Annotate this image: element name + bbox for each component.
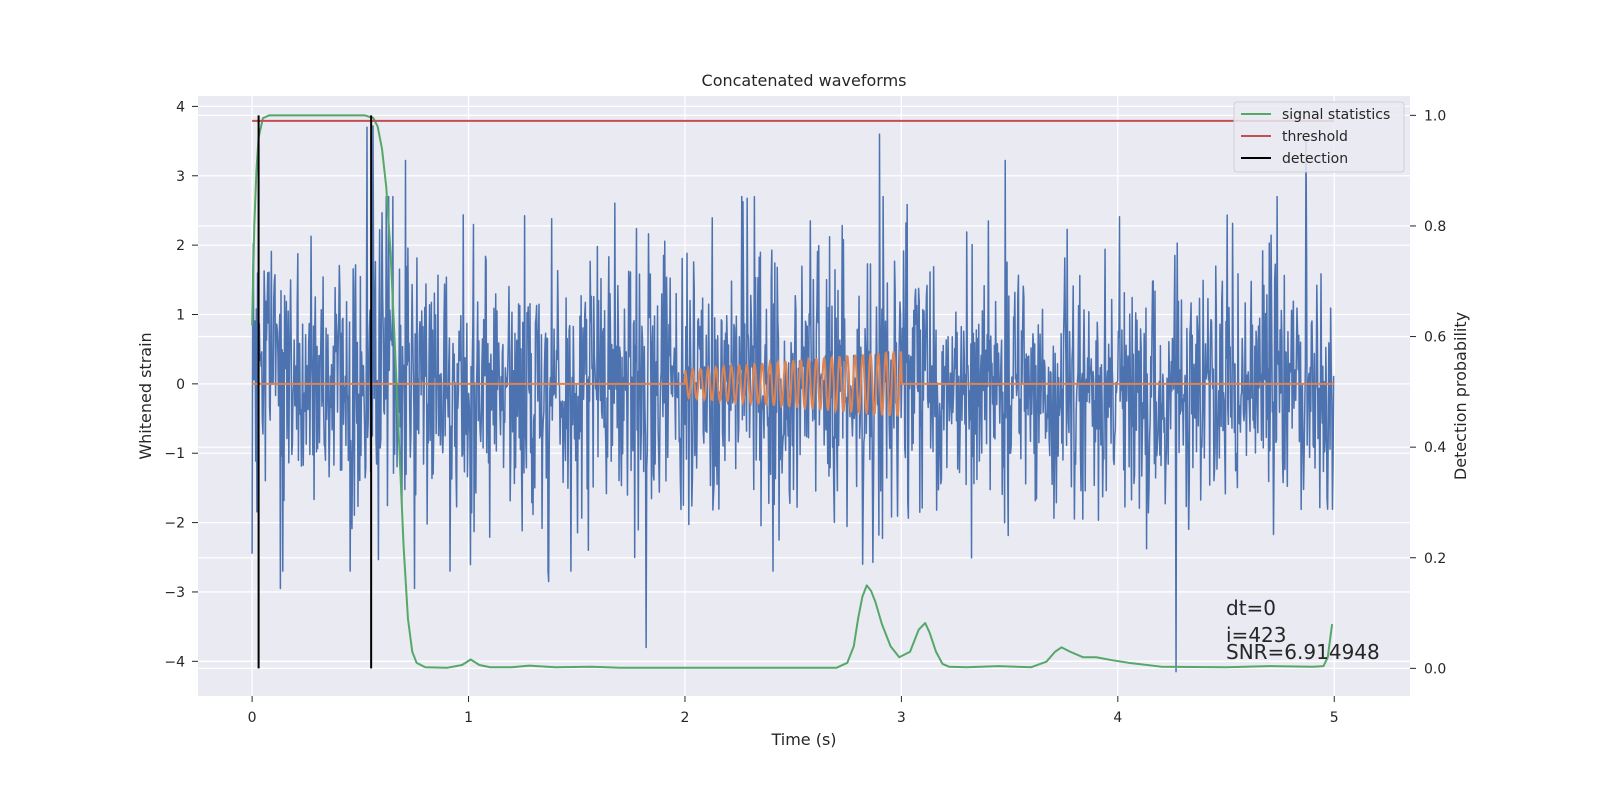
legend-label-detection: detection [1282, 151, 1348, 167]
y-axis-title: Whitened strain [136, 332, 155, 459]
y-right-tick-label-4: 0.8 [1424, 219, 1446, 235]
y-tick-label-0: −4 [164, 654, 185, 670]
template-line [252, 350, 1335, 417]
annotation-2: SNR=6.914948 [1226, 640, 1380, 664]
x-tick-label-5: 5 [1330, 710, 1339, 726]
chart-title: Concatenated waveforms [702, 71, 907, 90]
x-tick-label-1: 1 [464, 710, 473, 726]
legend-label-threshold: threshold [1282, 129, 1348, 145]
y-axis-right-title: Detection probability [1451, 312, 1470, 480]
legend-box [1233, 101, 1405, 173]
annotation-1: i=423 [1226, 623, 1287, 647]
y-right-tick-label-0: 0.0 [1424, 661, 1446, 677]
x-tick-label-4: 4 [1113, 710, 1122, 726]
y-tick-label-3: −1 [164, 446, 185, 462]
signal-statistics-line [251, 114, 1334, 669]
y-tick-label-7: 3 [176, 169, 185, 185]
legend: signal statistics threshold detection [1233, 101, 1405, 173]
y-right-tick-label-2: 0.4 [1424, 440, 1446, 456]
strain-line [251, 125, 1335, 673]
y-tick-label-5: 1 [176, 307, 185, 323]
annotation-0: dt=0 [1226, 596, 1276, 620]
y-right-tick-label-5: 1.0 [1424, 108, 1446, 124]
template-series [252, 350, 1335, 417]
y-tick-label-2: −2 [164, 516, 185, 532]
y-tick-label-8: 4 [176, 99, 185, 115]
x-tick-label-2: 2 [681, 710, 690, 726]
strain-series [251, 125, 1335, 673]
x-tick-label-0: 0 [248, 710, 257, 726]
y-tick-label-4: 0 [176, 377, 185, 393]
x-axis-title: Time (s) [770, 730, 836, 749]
detection-series [251, 114, 1335, 669]
x-tick-label-3: 3 [897, 710, 906, 726]
y-tick-label-1: −3 [164, 585, 185, 601]
y-right-tick-label-1: 0.2 [1424, 551, 1446, 567]
y-tick-label-6: 2 [176, 238, 185, 254]
y-right-tick-label-3: 0.6 [1424, 330, 1446, 346]
legend-label-signal-statistics: signal statistics [1282, 107, 1390, 123]
ticks: 0 1 2 3 4 5 −4 −3 −2 −1 0 1 2 3 4 0.0 0.2 0.4 0.6 0.8 1.0 [164, 99, 1446, 726]
